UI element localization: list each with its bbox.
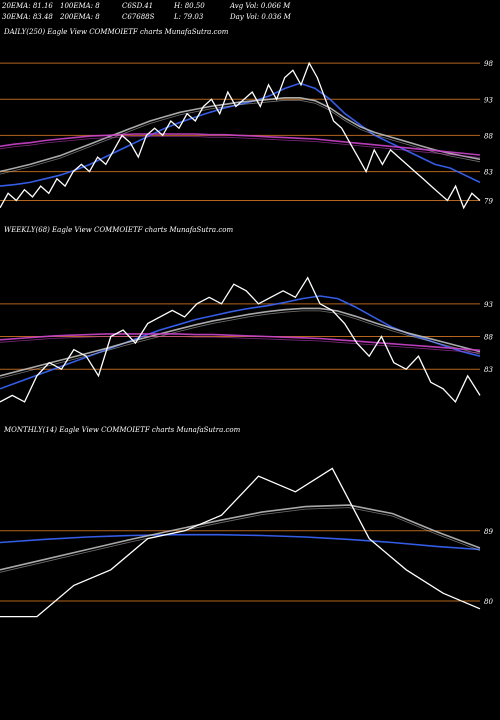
weekly-ytick-label-2: 83 bbox=[484, 366, 493, 374]
weekly-ytick-label-1: 88 bbox=[484, 334, 493, 342]
monthly-ema-line-1 bbox=[0, 504, 481, 571]
day-vol-text: Day Vol: 0.036 M bbox=[230, 13, 291, 21]
monthly-ema-line-1-shadow bbox=[0, 507, 481, 573]
low-text: L: 79.03 bbox=[174, 13, 204, 21]
monthly-ytick-label-1: 80 bbox=[484, 598, 493, 606]
monthly-ytick-label-0: 89 bbox=[484, 528, 493, 536]
daily-ytick-label-0: 98 bbox=[484, 60, 493, 68]
avg-vol-text: Avg Vol: 0.066 M bbox=[230, 2, 291, 10]
monthly-price-line bbox=[0, 467, 481, 618]
daily-ema-line-2-shadow bbox=[0, 136, 481, 158]
ema30-text: 30EMA: 83.48 bbox=[2, 13, 53, 21]
daily-panel-title: DAILY(250) Eagle View COMMOIETF charts M… bbox=[4, 28, 229, 36]
ema20-text: 20EMA: 81.16 bbox=[2, 2, 53, 10]
weekly-ema-line-2-shadow bbox=[0, 335, 481, 354]
weekly-ytick-label-0: 93 bbox=[484, 301, 493, 309]
weekly-price-line bbox=[0, 276, 481, 404]
daily-ytick-label-2: 88 bbox=[484, 132, 493, 140]
daily-ytick-label-1: 93 bbox=[484, 96, 493, 104]
weekly-ema-line-0 bbox=[0, 295, 481, 390]
daily-ema-line-2 bbox=[0, 133, 481, 156]
high-text: H: 80.50 bbox=[174, 2, 205, 10]
weekly-ema-line-1-shadow bbox=[0, 310, 481, 379]
ema200-text: 200EMA: 8 bbox=[60, 13, 100, 21]
close-text: C67688S bbox=[122, 13, 155, 21]
daily-ema-line-1-shadow bbox=[0, 99, 481, 175]
open-text: C6SD.41 bbox=[122, 2, 154, 10]
ema100-text: 100EMA: 8 bbox=[60, 2, 100, 10]
daily-ytick-label-3: 83 bbox=[484, 169, 493, 177]
monthly-panel-title: MONTHLY(14) Eagle View COMMOIETF charts … bbox=[4, 426, 241, 434]
weekly-ema-line-2 bbox=[0, 333, 481, 352]
monthly-ema-line-0 bbox=[0, 533, 481, 551]
daily-ytick-label-4: 79 bbox=[484, 198, 493, 206]
weekly-ema-line-1 bbox=[0, 307, 481, 377]
daily-price-line bbox=[0, 61, 481, 210]
weekly-panel-title: WEEKLY(68) Eagle View COMMOIETF charts M… bbox=[4, 226, 234, 234]
